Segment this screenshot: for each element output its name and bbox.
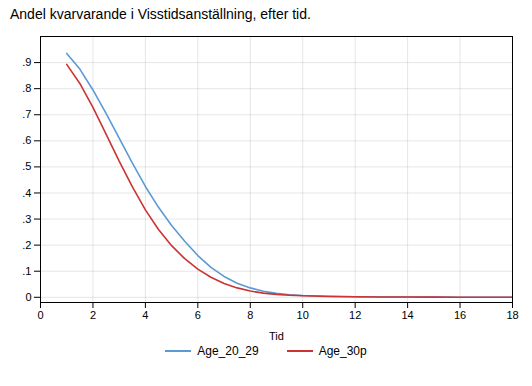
svg-text:2: 2 (90, 309, 96, 321)
svg-text:10: 10 (297, 309, 309, 321)
svg-text:14: 14 (401, 309, 413, 321)
svg-text:6: 6 (195, 309, 201, 321)
svg-text:4: 4 (142, 309, 148, 321)
svg-text:18: 18 (506, 309, 518, 321)
html-text:Andel kvarvarande i Visstidsan: Andel kvarvarande i Visstidsanställning,… (10, 6, 311, 22)
svg-text:16: 16 (454, 309, 466, 321)
svg-text:.5: .5 (22, 160, 31, 172)
svg-text:8: 8 (247, 309, 253, 321)
svg-text:.6: .6 (22, 134, 31, 146)
svg-text:.4: .4 (22, 186, 31, 198)
svg-text:.9: .9 (22, 56, 31, 68)
svg-text:0: 0 (25, 291, 31, 303)
svg-text:.8: .8 (22, 82, 31, 94)
svg-text:Tid: Tid (269, 330, 284, 342)
html-text:Age_30p: Age_30p (318, 344, 367, 358)
svg-text:.7: .7 (22, 108, 31, 120)
svg-text:.1: .1 (22, 265, 31, 277)
svg-text:12: 12 (349, 309, 361, 321)
svg-text:0: 0 (37, 309, 43, 321)
svg-text:.2: .2 (22, 239, 31, 251)
html-text:Age_20_29: Age_20_29 (197, 344, 259, 358)
svg-text:.3: .3 (22, 213, 31, 225)
